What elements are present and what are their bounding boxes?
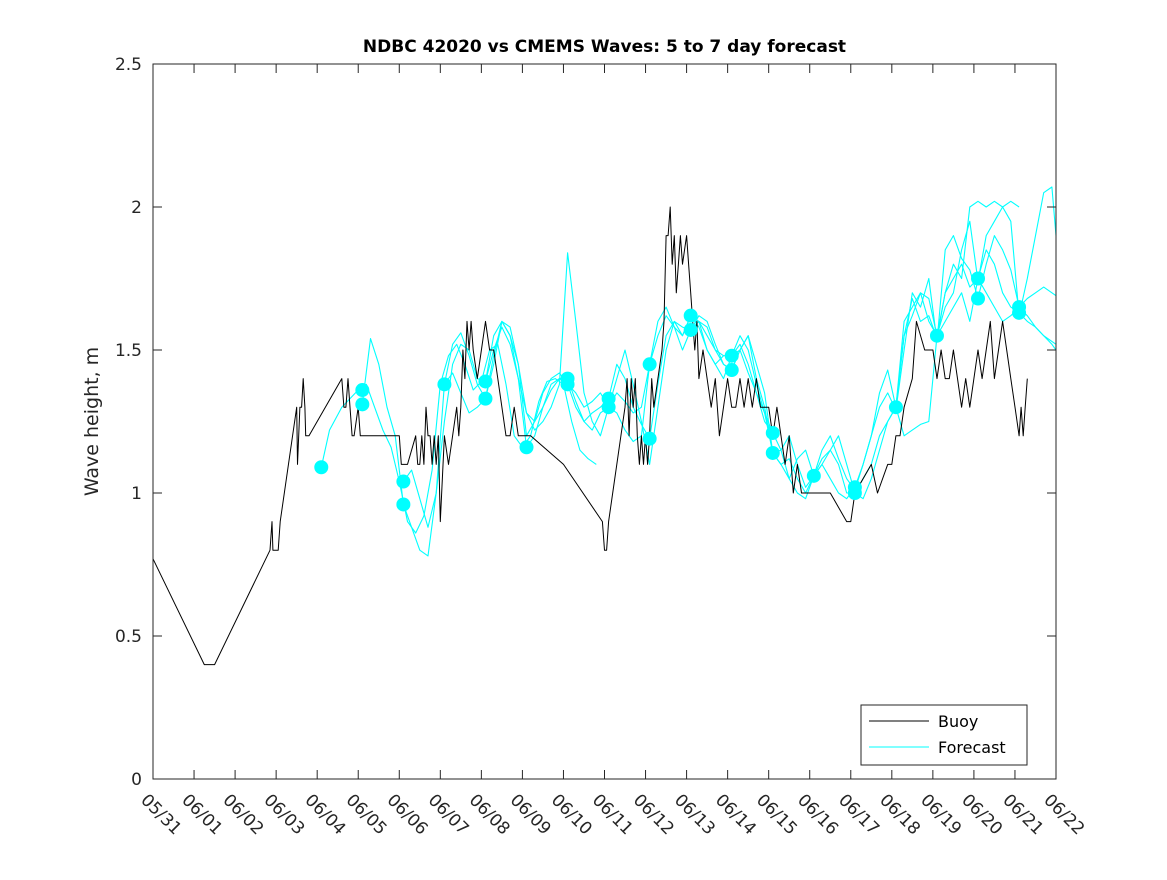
forecast-point: [314, 460, 329, 475]
forecast-point: [601, 400, 616, 415]
forecast-point: [642, 431, 657, 446]
y-tick-label: 2.5: [115, 55, 142, 75]
forecast-point: [396, 474, 411, 489]
forecast-point: [971, 291, 986, 306]
forecast-point: [642, 357, 657, 372]
y-tick-label: 0.5: [115, 627, 142, 647]
y-axis-label: Wave height, m: [81, 347, 103, 496]
forecast-point: [478, 374, 493, 389]
legend-entry-forecast: Forecast: [938, 738, 1006, 757]
forecast-point: [724, 363, 739, 378]
forecast-point: [355, 383, 370, 398]
forecast-point: [971, 271, 986, 286]
forecast-point: [396, 497, 411, 512]
buoy-line: [152, 206, 1028, 666]
forecast-point: [765, 425, 780, 440]
forecast-point: [683, 308, 698, 323]
forecast-point: [929, 328, 944, 343]
forecast-point: [560, 377, 575, 392]
forecast-point: [355, 397, 370, 412]
chart-title: NDBC 42020 vs CMEMS Waves: 5 to 7 day fo…: [363, 37, 846, 57]
forecast-point: [683, 322, 698, 337]
y-tick-label: 0: [131, 770, 142, 790]
forecast-point: [519, 440, 534, 455]
forecast-point: [765, 445, 780, 460]
y-tick-label: 1: [131, 484, 142, 504]
forecast-point: [888, 400, 903, 415]
forecast-point: [1012, 305, 1027, 320]
y-tick-label: 1.5: [115, 341, 142, 361]
legend-box: [860, 704, 1028, 766]
forecast-line: [320, 343, 597, 534]
forecast-point: [806, 468, 821, 483]
forecast-line: [443, 315, 815, 488]
y-tick-label: 2: [131, 198, 142, 218]
legend: Buoy Forecast: [860, 704, 1028, 766]
forecast-point: [437, 377, 452, 392]
forecast-point: [847, 486, 862, 500]
forecast-line: [361, 252, 724, 557]
forecast-markers: [314, 271, 1027, 512]
forecast-line: [690, 249, 1057, 500]
legend-entry-buoy: Buoy: [938, 712, 978, 731]
forecast-point: [724, 348, 739, 363]
forecast-point: [478, 391, 493, 406]
